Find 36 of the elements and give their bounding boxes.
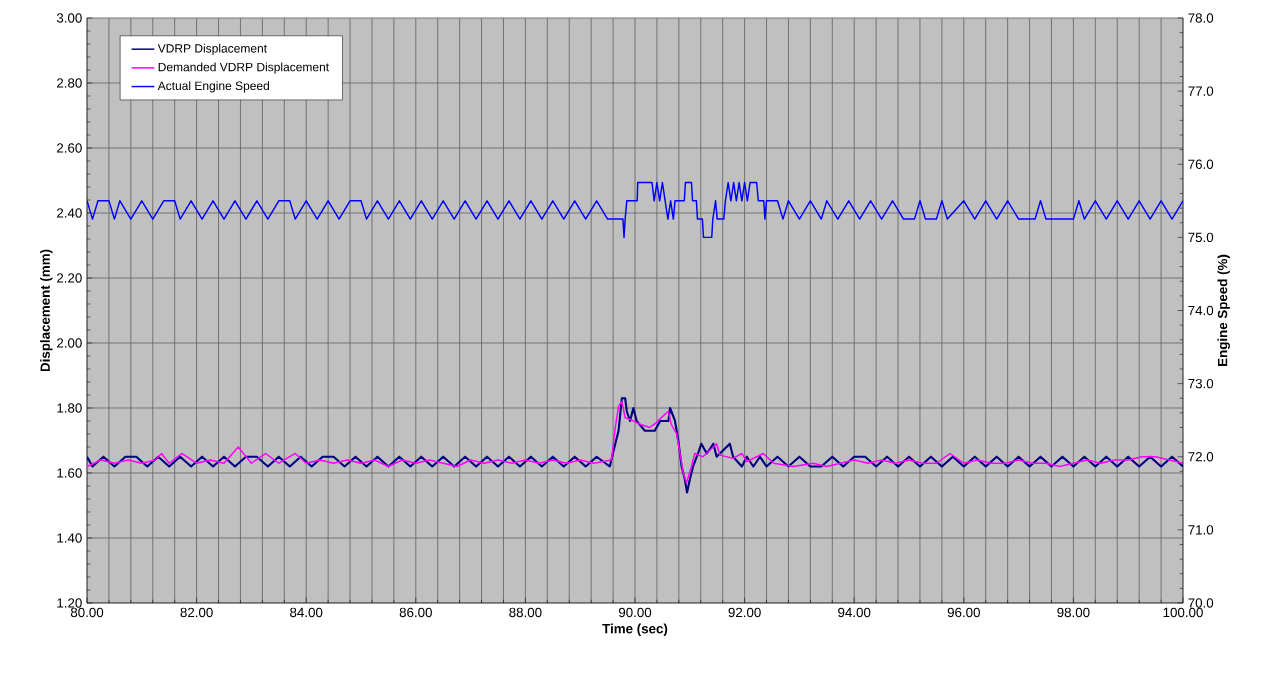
y-tick-label: 2.00 [57, 338, 82, 348]
y2-tick-label: 77.0 [1188, 86, 1214, 96]
y2-tick-label: 78.0 [1188, 13, 1214, 23]
y2-tick-label: 70.0 [1188, 598, 1214, 608]
y2-tick-label: 72.0 [1188, 452, 1214, 462]
x-tick-label: 82.00 [180, 607, 213, 618]
x-tick-label: 98.00 [1057, 607, 1090, 618]
y2-tick-label: 71.0 [1188, 525, 1214, 535]
x-axis-title: Time (sec) [602, 623, 668, 637]
y-tick-label: 1.40 [57, 533, 82, 543]
x-tick-label: 86.00 [399, 607, 432, 618]
y-tick-label: 2.60 [57, 143, 82, 153]
x-tick-label: 100.00 [1163, 607, 1203, 618]
x-tick-label: 96.00 [947, 607, 980, 618]
x-tick-label: 84.00 [290, 607, 323, 618]
y2-tick-label: 75.0 [1188, 232, 1214, 243]
x-tick-label: 90.00 [618, 607, 652, 618]
y-tick-label: 2.80 [57, 78, 82, 88]
y2-tick-label: 74.0 [1188, 305, 1214, 316]
y2-tick-label: 73.0 [1188, 378, 1214, 389]
y-tick-label: 2.40 [57, 208, 82, 218]
legend-label: VDRP Displacement [157, 43, 267, 55]
x-tick-label: 80.00 [70, 607, 104, 618]
y-tick-label: 1.60 [57, 468, 82, 478]
y-axis-title: Displacement (mm) [40, 249, 53, 372]
legend-label: Actual Engine Speed [157, 81, 269, 93]
x-tick-label: 92.00 [728, 607, 761, 618]
y-tick-label: 3.00 [56, 13, 82, 23]
y2-tick-label: 76.0 [1188, 159, 1214, 169]
x-tick-label: 88.00 [509, 607, 542, 618]
y-tick-label: 2.20 [57, 273, 82, 283]
x-tick-label: 94.00 [838, 607, 871, 618]
y2-axis-title: Engine Speed (%) [1217, 254, 1230, 366]
y-tick-label: 1.80 [57, 403, 82, 413]
y-tick-label: 1.20 [57, 598, 82, 608]
legend-label: Demanded VDRP Displacement [158, 62, 329, 74]
